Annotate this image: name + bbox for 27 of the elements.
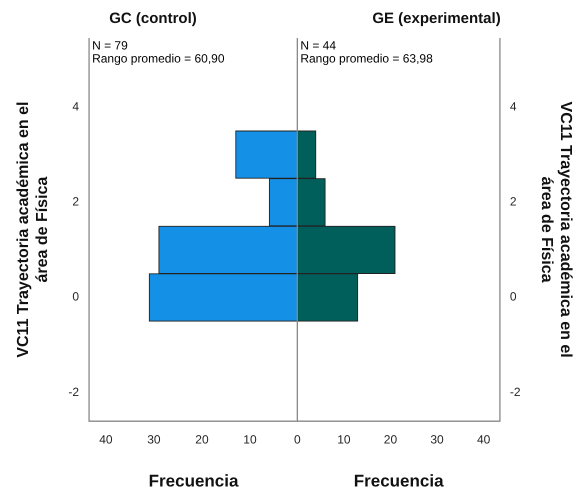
x-axis-title: Frecuencia (354, 471, 444, 490)
y-tick-label: 4 (510, 99, 517, 114)
x-tick-label: 20 (195, 432, 209, 447)
y-tick-label: -2 (510, 384, 521, 399)
y-tick-label: -2 (68, 384, 80, 399)
x-tick-label: 20 (384, 432, 398, 447)
annotation: Rango promedio = 60,90 (92, 51, 225, 66)
y-axis-title: VC11 Trayectoria académica en el área de Física (538, 102, 574, 358)
x-tick-label: 40 (476, 432, 491, 447)
y-tick-label: 0 (72, 290, 80, 304)
y-tick-label: 2 (510, 194, 517, 209)
annotation: N = 44 (300, 38, 336, 52)
y-tick-label: 2 (72, 194, 80, 209)
x-tick-label: 10 (243, 432, 257, 447)
y-tick-label: 0 (510, 290, 517, 304)
y-axis-title: VC11 Trayectoria académica en el área de Física (15, 102, 52, 358)
x-tick-label: 30 (430, 432, 444, 447)
x-axis-title: Frecuencia (148, 471, 239, 490)
chart-title: GC (control) (109, 10, 197, 28)
x-tick-label: 30 (147, 432, 161, 447)
annotation: Rango promedio = 63,98 (300, 51, 434, 66)
x-tick-label: 10 (337, 432, 351, 447)
y-tick-label: 4 (72, 99, 80, 114)
x-tick-label: 0 (294, 432, 301, 447)
x-tick-label: 40 (99, 432, 113, 447)
annotation: N = 79 (92, 38, 128, 52)
chart-title: GE (experimental) (372, 10, 501, 28)
